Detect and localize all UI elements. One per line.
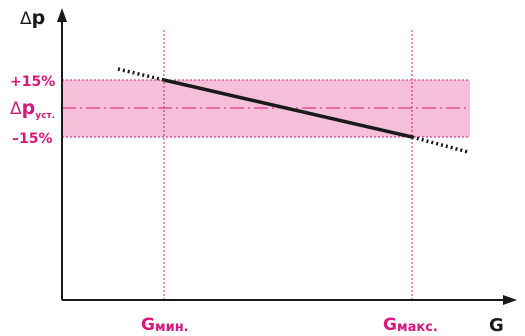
band-lower-label: –15% — [12, 131, 53, 147]
setpoint-label-delta: Δ — [10, 99, 22, 119]
g-max-sub: макс. — [397, 320, 438, 335]
x-axis-label: G — [489, 315, 504, 336]
g-min-sub: мин. — [155, 320, 189, 335]
x-axis-arrow — [503, 295, 517, 305]
setpoint-label-sub: уст. — [35, 111, 55, 121]
y-axis-label-p: p — [32, 7, 46, 29]
band-upper-label: +15% — [10, 74, 55, 90]
g-max-label: Gмакс. — [383, 315, 438, 335]
g-min-main: G — [141, 315, 155, 335]
y-axis-label: Δp — [20, 7, 45, 29]
setpoint-label-p: p — [22, 97, 36, 119]
characteristic-dotted-left — [117, 67, 165, 82]
y-axis-label-delta: Δ — [20, 9, 32, 29]
characteristic-dotted-right — [411, 135, 469, 154]
y-axis-arrow — [57, 8, 67, 22]
setpoint-label: Δpуст. — [10, 97, 55, 121]
g-max-main: G — [383, 315, 397, 335]
g-min-label: Gмин. — [141, 315, 189, 335]
characteristic-solid — [163, 78, 413, 139]
